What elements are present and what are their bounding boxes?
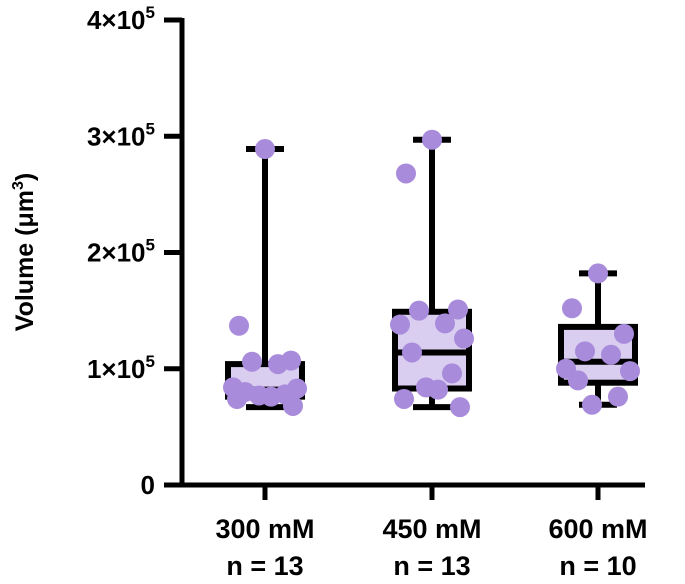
data-point xyxy=(402,342,422,363)
data-point xyxy=(588,263,608,284)
y-tick-label-exponent: 5 xyxy=(146,236,155,255)
axes xyxy=(179,18,645,488)
data-point xyxy=(422,129,442,150)
x-category-count: n = 13 xyxy=(393,551,470,581)
y-tick-label-base: 1×10 xyxy=(87,354,146,384)
y-tick-label: 4×105 xyxy=(87,3,155,35)
data-point xyxy=(255,139,275,160)
data-point xyxy=(261,386,281,407)
data-point xyxy=(390,314,410,335)
y-title-close: ) xyxy=(11,173,39,181)
data-point xyxy=(394,388,414,409)
y-title-text: Volume ( xyxy=(11,227,39,331)
y-title-unit: μm xyxy=(11,190,39,228)
data-point xyxy=(448,299,468,320)
data-point xyxy=(442,363,462,384)
y-tick-label-exponent: 5 xyxy=(146,119,155,138)
y-tick-label: 3×105 xyxy=(87,119,155,151)
y-tick-label-base: 2×10 xyxy=(87,238,146,268)
x-category-count: n = 13 xyxy=(226,551,303,581)
x-category-label: 450 mM xyxy=(382,514,481,544)
data-point xyxy=(242,351,262,372)
data-point xyxy=(562,298,582,319)
data-point xyxy=(575,341,595,362)
y-tick-label-exponent: 5 xyxy=(146,352,155,371)
y-tick-label-base: 3×10 xyxy=(87,121,146,151)
data-point xyxy=(608,386,628,407)
x-category-label: 300 mM xyxy=(215,514,314,544)
y-tick-label-exponent: 5 xyxy=(146,3,155,22)
box-groups xyxy=(223,129,640,418)
data-point xyxy=(614,323,634,344)
data-point xyxy=(396,163,416,184)
data-point xyxy=(268,354,288,375)
data-point xyxy=(428,379,448,400)
y-tick-label-base: 4×10 xyxy=(87,5,146,35)
data-point xyxy=(454,328,474,349)
box-group xyxy=(390,129,474,418)
y-tick-label: 2×105 xyxy=(87,236,155,268)
data-point xyxy=(582,394,602,415)
data-point xyxy=(227,388,247,409)
data-point xyxy=(229,315,249,336)
x-category-count: n = 10 xyxy=(559,551,636,581)
box-group xyxy=(556,263,640,415)
y-tick-label: 1×105 xyxy=(87,352,155,384)
y-title-exponent: 3 xyxy=(10,181,27,190)
data-point xyxy=(601,344,621,365)
box-group xyxy=(223,139,307,416)
x-axis-category-labels: 300 mM n = 13 450 mM n = 13 600 mM n = 10 xyxy=(215,485,648,581)
data-point xyxy=(450,397,470,418)
data-point xyxy=(435,313,455,334)
data-point xyxy=(620,361,640,382)
data-point xyxy=(283,395,303,416)
y-axis-title: Volume (μm3) xyxy=(10,173,39,331)
x-category-label: 600 mM xyxy=(548,514,647,544)
data-point xyxy=(409,300,429,321)
data-point xyxy=(568,370,588,391)
y-tick-label: 0 xyxy=(141,470,155,500)
y-tick-label-base: 0 xyxy=(141,470,155,500)
